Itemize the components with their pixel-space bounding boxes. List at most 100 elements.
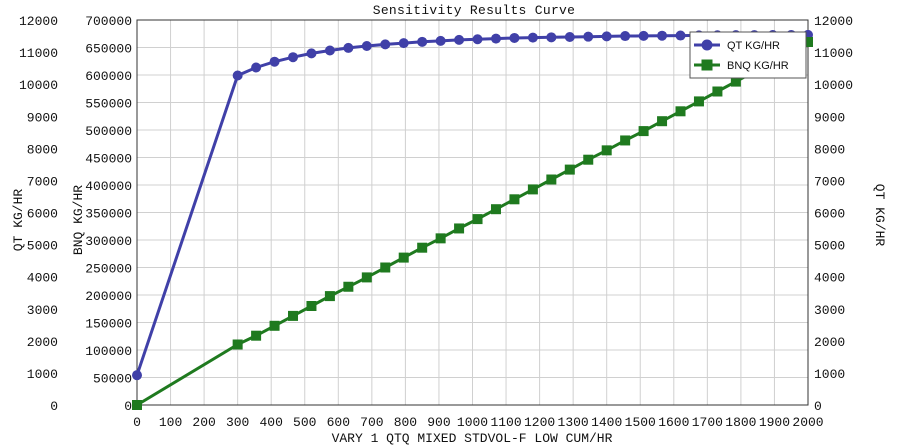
y-outer-tick-label: 12000 — [19, 14, 58, 29]
x-tick-label: 2000 — [792, 415, 823, 430]
data-point — [288, 310, 299, 321]
x-tick-label: 1000 — [457, 415, 488, 430]
data-point — [527, 32, 538, 43]
data-point — [132, 370, 142, 381]
data-point — [638, 30, 649, 41]
legend-qt-label: QT KG/HR — [727, 40, 780, 52]
data-point — [324, 45, 335, 56]
data-point — [417, 242, 428, 253]
data-point — [620, 31, 631, 42]
y-outer-tick-label: 2000 — [27, 335, 58, 350]
data-point — [509, 32, 520, 43]
y-outer-tick-label: 11000 — [19, 46, 58, 61]
y-outer-tick-label: 8000 — [27, 142, 58, 157]
data-point — [251, 62, 262, 73]
y-inner-tick-label: 0 — [124, 399, 132, 414]
data-point — [361, 272, 372, 283]
data-point — [361, 40, 372, 51]
data-point — [472, 34, 483, 45]
y-axis-label-right: QT KG/HR — [872, 184, 887, 247]
data-point — [712, 86, 723, 97]
y-outer-tick-label: 9000 — [27, 110, 58, 125]
data-point — [620, 135, 631, 146]
data-point — [509, 194, 520, 205]
plot-frame — [136, 19, 809, 406]
y-right-tick-label: 8000 — [814, 142, 845, 157]
axis-ticks: 0 100 200 300 400 500 600 700 800 900 1000 1100 1200… — [19, 14, 853, 430]
y-outer-tick-label: 3000 — [27, 303, 58, 318]
y-right-tick-label: 12000 — [814, 14, 853, 29]
data-point — [232, 70, 243, 81]
data-point — [398, 38, 409, 49]
x-tick-label: 0 — [133, 415, 141, 430]
data-point — [380, 39, 391, 50]
y-axis-label-outer: QT KG/HR — [11, 189, 26, 252]
data-point — [454, 34, 465, 45]
y-outer-tick-label: 7000 — [27, 174, 58, 189]
y-right-tick-label: 6000 — [814, 207, 845, 222]
data-point — [324, 291, 335, 302]
x-tick-label: 1700 — [692, 415, 723, 430]
x-tick-label: 100 — [159, 415, 182, 430]
data-point — [583, 154, 594, 165]
y-inner-tick-label: 400000 — [85, 179, 132, 194]
y-right-tick-label: 1000 — [814, 367, 845, 382]
data-point — [675, 30, 686, 41]
x-tick-label: 800 — [394, 415, 417, 430]
y-inner-tick-label: 700000 — [85, 14, 132, 29]
data-point — [657, 116, 668, 127]
legend-qt-marker — [701, 39, 713, 51]
y-inner-tick-label: 250000 — [85, 262, 132, 277]
x-tick-label: 400 — [259, 415, 282, 430]
x-tick-label: 1900 — [759, 415, 790, 430]
x-tick-label: 1400 — [591, 415, 622, 430]
x-axis-label: VARY 1 QTQ MIXED STDVOL-F LOW CUM/HR — [332, 431, 613, 446]
data-point — [657, 30, 668, 41]
data-point — [675, 106, 686, 117]
data-point — [269, 56, 280, 67]
x-tick-label: 1200 — [524, 415, 555, 430]
y-right-tick-label: 11000 — [814, 46, 853, 61]
data-point — [693, 96, 704, 107]
x-tick-label: 1600 — [658, 415, 689, 430]
data-point — [343, 281, 354, 292]
y-outer-tick-label: 5000 — [27, 239, 58, 254]
data-point — [132, 400, 142, 410]
y-right-tick-label: 9000 — [814, 110, 845, 125]
data-point — [251, 330, 262, 341]
y-inner-tick-label: 50000 — [93, 372, 132, 387]
data-point — [527, 184, 538, 195]
x-tick-label: 600 — [327, 415, 350, 430]
y-outer-tick-label: 1000 — [27, 367, 58, 382]
data-point — [490, 204, 501, 215]
y-axis-label-inner: BNQ KG/HR — [71, 185, 86, 255]
y-inner-tick-label: 300000 — [85, 234, 132, 249]
data-point — [232, 339, 243, 350]
y-inner-tick-label: 450000 — [85, 152, 132, 167]
y-outer-tick-label: 6000 — [27, 207, 58, 222]
data-point — [803, 37, 813, 47]
data-point — [583, 31, 594, 42]
data-point — [601, 31, 612, 42]
y-inner-tick-label: 550000 — [85, 97, 132, 112]
x-tick-label: 1500 — [625, 415, 656, 430]
data-point — [601, 145, 612, 156]
y-inner-tick-label: 150000 — [85, 317, 132, 332]
x-tick-label: 1100 — [490, 415, 521, 430]
y-right-tick-label: 2000 — [814, 335, 845, 350]
data-point — [306, 301, 317, 311]
data-point — [435, 35, 446, 46]
data-point — [546, 32, 557, 43]
x-tick-label: 1800 — [725, 415, 756, 430]
data-point — [380, 262, 391, 273]
legend: QT KG/HR BNQ KG/HR — [689, 31, 807, 79]
y-right-tick-label: 3000 — [814, 303, 845, 318]
chart-title: Sensitivity Results Curve — [373, 3, 576, 18]
y-outer-tick-label: 0 — [50, 399, 58, 414]
y-outer-tick-label: 4000 — [27, 271, 58, 286]
data-point — [490, 33, 501, 44]
data-point — [638, 126, 649, 137]
y-inner-tick-label: 100000 — [85, 344, 132, 359]
data-point — [472, 214, 483, 225]
data-point — [454, 223, 465, 234]
